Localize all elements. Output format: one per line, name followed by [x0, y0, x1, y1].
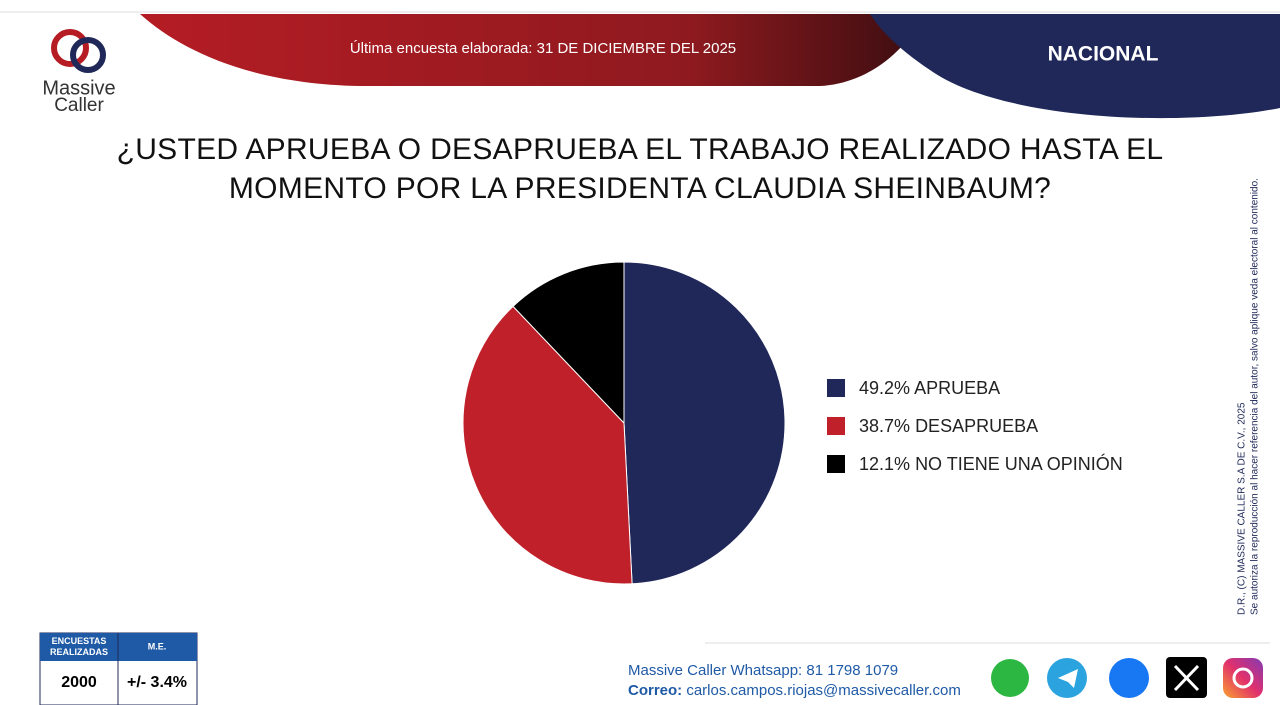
- survey-date: Última encuesta elaborada: 31 DE DICIEMB…: [350, 40, 736, 57]
- legend-category: APRUEBA: [914, 378, 1000, 398]
- legend-category: DESAPRUEBA: [915, 416, 1038, 436]
- table-cell-text: 2000: [61, 674, 97, 691]
- instagram-glyph: [1232, 667, 1254, 689]
- table-cell-text: +/- 3.4%: [127, 674, 187, 691]
- pie-slice: [512, 261, 625, 425]
- legend-label: 38.7% DESAPRUEBA: [859, 416, 1038, 436]
- logo: Massive Caller: [42, 29, 116, 116]
- legend-value: 49.2%: [859, 378, 910, 398]
- legend-value: 38.7%: [859, 416, 910, 436]
- logo-ring: [70, 37, 106, 73]
- whatsapp: Massive Caller Whatsapp: 81 1798 1079: [628, 662, 898, 679]
- legend-value: 12.1%: [859, 454, 910, 474]
- copyright-line: D.R., (C) MASSIVE CALLER S.A DE C.V., 20…: [1237, 402, 1248, 615]
- copyright: D.R., (C) MASSIVE CALLER S.A DE C.V., 20…: [1237, 178, 1261, 615]
- whatsapp-icon[interactable]: [991, 659, 1029, 697]
- legend-swatch: [827, 455, 845, 473]
- scope-band: [870, 14, 1280, 119]
- legend-label: 49.2% APRUEBA: [859, 378, 1000, 398]
- facebook-icon[interactable]: [1109, 658, 1149, 698]
- email: Correo: carlos.campos.riojas@massivecall…: [628, 682, 961, 699]
- survey-table: ENCUESTAS REALIZADAS M.E. 2000 +/- 3.4%: [39, 632, 198, 705]
- table-cell: ENCUESTAS REALIZADAS: [50, 636, 108, 657]
- copyright-line: Se autoriza la reproducción al hacer ref…: [1250, 178, 1261, 615]
- legend-swatch: [827, 417, 845, 435]
- scope: NACIONAL: [1048, 43, 1159, 66]
- x-glyph: [1173, 664, 1200, 692]
- header-band: [140, 14, 925, 86]
- pie: [462, 261, 786, 585]
- legend-category: NO TIENE UNA OPINIÓN: [915, 453, 1123, 474]
- logo-ring: [51, 29, 89, 67]
- logo-text: Caller: [54, 95, 104, 116]
- table-header-text: ENCUESTAS REALIZADAS: [50, 636, 108, 657]
- legend-swatch: [827, 379, 845, 397]
- chart-title: ¿USTED APRUEBA O DESAPRUEBA EL TRABAJO R…: [116, 133, 1164, 205]
- telegram-glyph: [1058, 669, 1078, 688]
- instagram-icon[interactable]: [1223, 658, 1263, 698]
- email-address: carlos.campos.riojas@massivecaller.com: [686, 682, 960, 699]
- social-icons: [991, 657, 1263, 698]
- email-label: Correo:: [628, 682, 682, 699]
- table-header-text: M.E.: [148, 641, 167, 651]
- logo-text: Massive: [42, 77, 115, 99]
- pie-slice: [462, 305, 633, 585]
- legend-label: 12.1% NO TIENE UNA OPINIÓN: [859, 453, 1123, 474]
- pie-slice: [623, 261, 786, 585]
